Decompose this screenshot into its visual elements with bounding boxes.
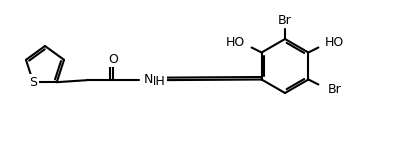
Text: Br: Br (278, 13, 292, 26)
Text: Br: Br (328, 83, 341, 96)
Text: S: S (29, 76, 37, 89)
Text: HO: HO (226, 36, 245, 49)
Text: N: N (143, 73, 153, 86)
Text: NH: NH (147, 75, 166, 88)
Text: HO: HO (325, 36, 344, 49)
Text: O: O (108, 53, 118, 66)
